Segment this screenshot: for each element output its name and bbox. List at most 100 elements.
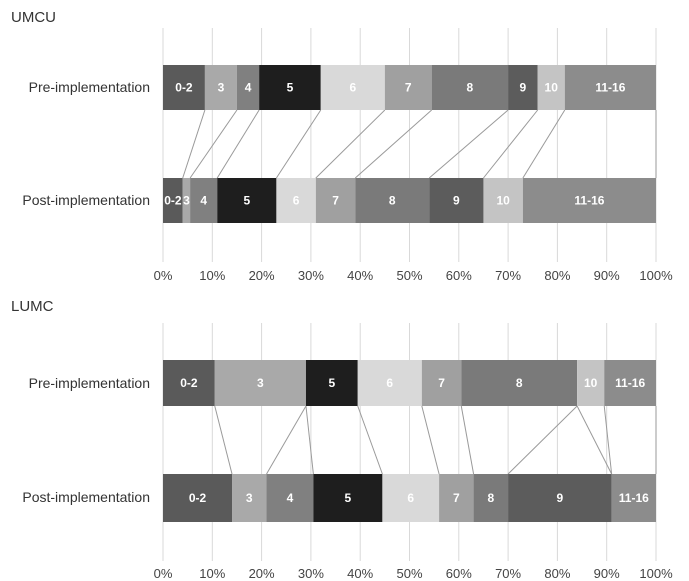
segment-connectors <box>214 405 657 475</box>
connector-line <box>275 109 322 179</box>
bar-segment <box>604 360 656 406</box>
bar-segment <box>537 65 565 110</box>
chart-panel-lumc: LUMC Pre-implementation Post-implementat… <box>11 298 673 581</box>
panel-title: UMCU <box>11 9 56 26</box>
connector-line <box>354 109 433 179</box>
segment-label: 8 <box>488 491 495 505</box>
x-tick-label: 40% <box>347 268 373 283</box>
segment-label: 8 <box>389 194 396 208</box>
x-tick-label: 50% <box>396 268 422 283</box>
bar-segment <box>384 65 432 110</box>
bar-segment <box>217 178 277 223</box>
segment-label: 5 <box>345 491 352 505</box>
connector-line <box>214 405 233 475</box>
x-axis-ticks: 0% 10% 20% 30% 40% 50% 60% 70% 80% 90% 100% <box>154 268 673 283</box>
segment-label: 10 <box>584 376 598 390</box>
x-tick-label: 50% <box>396 566 422 581</box>
segment-label: 11-16 <box>574 194 604 208</box>
connector-line <box>315 109 386 179</box>
x-tick-label: 10% <box>199 566 225 581</box>
connector-line <box>357 405 383 475</box>
segment-label: 3 <box>183 194 190 208</box>
segment-label: 6 <box>293 194 300 208</box>
x-tick-label: 90% <box>594 268 620 283</box>
x-tick-label: 30% <box>298 268 324 283</box>
segment-label: 4 <box>287 491 294 505</box>
segment-label: 5 <box>243 194 250 208</box>
x-axis-ticks: 0% 10% 20% 30% 40% 50% 60% 70% 80% 90% 100% <box>154 566 673 581</box>
x-tick-label: 100% <box>639 268 673 283</box>
bar-segment <box>214 360 306 406</box>
x-tick-label: 80% <box>544 268 570 283</box>
x-tick-label: 60% <box>446 566 472 581</box>
bar-segment <box>315 178 356 223</box>
bar-segment <box>522 178 656 223</box>
bar-segment <box>483 178 523 223</box>
chart-panel-umcu: UMCU Pre-implementation Post-implementat… <box>11 9 673 283</box>
bar-segment <box>266 474 314 522</box>
segment-label: 11-16 <box>615 376 645 390</box>
bar-segment <box>236 65 260 110</box>
bar-segment <box>190 178 218 223</box>
x-tick-label: 60% <box>446 268 472 283</box>
segment-label: 10 <box>545 81 559 95</box>
category-label-pre: Pre-implementation <box>29 79 150 95</box>
gridlines <box>162 28 657 262</box>
connector-line <box>266 405 307 475</box>
connector-line <box>522 109 566 179</box>
bar-segment <box>276 178 316 223</box>
bar-segment <box>421 360 462 406</box>
x-tick-label: 100% <box>639 566 673 581</box>
bar-segment <box>204 65 237 110</box>
segment-connectors <box>182 109 657 179</box>
x-tick-label: 20% <box>249 268 275 283</box>
bar-segment <box>259 65 321 110</box>
bar-segment <box>313 474 383 522</box>
segment-label: 9 <box>557 491 564 505</box>
connector-line <box>182 109 206 179</box>
bar-segment <box>473 474 509 522</box>
segment-label: 5 <box>287 81 294 95</box>
x-tick-label: 30% <box>298 566 324 581</box>
connector-line <box>216 109 260 179</box>
connector-line <box>576 405 613 475</box>
segment-label: 3 <box>246 491 253 505</box>
x-tick-label: 10% <box>199 268 225 283</box>
segment-label: 9 <box>520 81 527 95</box>
bar-segment <box>439 474 474 522</box>
segment-label: 7 <box>453 491 460 505</box>
segment-label: 8 <box>516 376 523 390</box>
bar-segment <box>355 178 430 223</box>
x-tick-label: 70% <box>495 268 521 283</box>
segment-label: 6 <box>349 81 356 95</box>
x-tick-label: 70% <box>495 566 521 581</box>
bar-segment <box>382 474 440 522</box>
bar-segment <box>232 474 267 522</box>
x-tick-label: 0% <box>154 566 173 581</box>
segment-label: 10 <box>496 194 510 208</box>
segment-label: 0-2 <box>189 491 207 505</box>
segment-label: 7 <box>332 194 339 208</box>
segment-label: 8 <box>467 81 474 95</box>
connector-line <box>421 405 440 475</box>
segment-label: 0-2 <box>164 194 182 208</box>
segment-label: 3 <box>257 376 264 390</box>
bar-segment <box>611 474 656 522</box>
segment-label: 3 <box>218 81 225 95</box>
category-label-pre: Pre-implementation <box>29 375 150 391</box>
segment-label: 5 <box>329 376 336 390</box>
segment-label: 6 <box>386 376 393 390</box>
connector-line <box>507 405 578 475</box>
bar-segment <box>182 178 191 223</box>
connector-line <box>603 405 613 475</box>
bar-segment <box>508 474 612 522</box>
x-tick-label: 90% <box>594 566 620 581</box>
category-label-post: Post-implementation <box>22 489 150 505</box>
category-label-post: Post-implementation <box>22 192 150 208</box>
bar-segment <box>320 65 385 110</box>
segment-label: 7 <box>405 81 412 95</box>
x-tick-label: 40% <box>347 566 373 581</box>
x-tick-label: 0% <box>154 268 173 283</box>
bar-segment <box>508 65 538 110</box>
gridlines <box>162 323 657 561</box>
